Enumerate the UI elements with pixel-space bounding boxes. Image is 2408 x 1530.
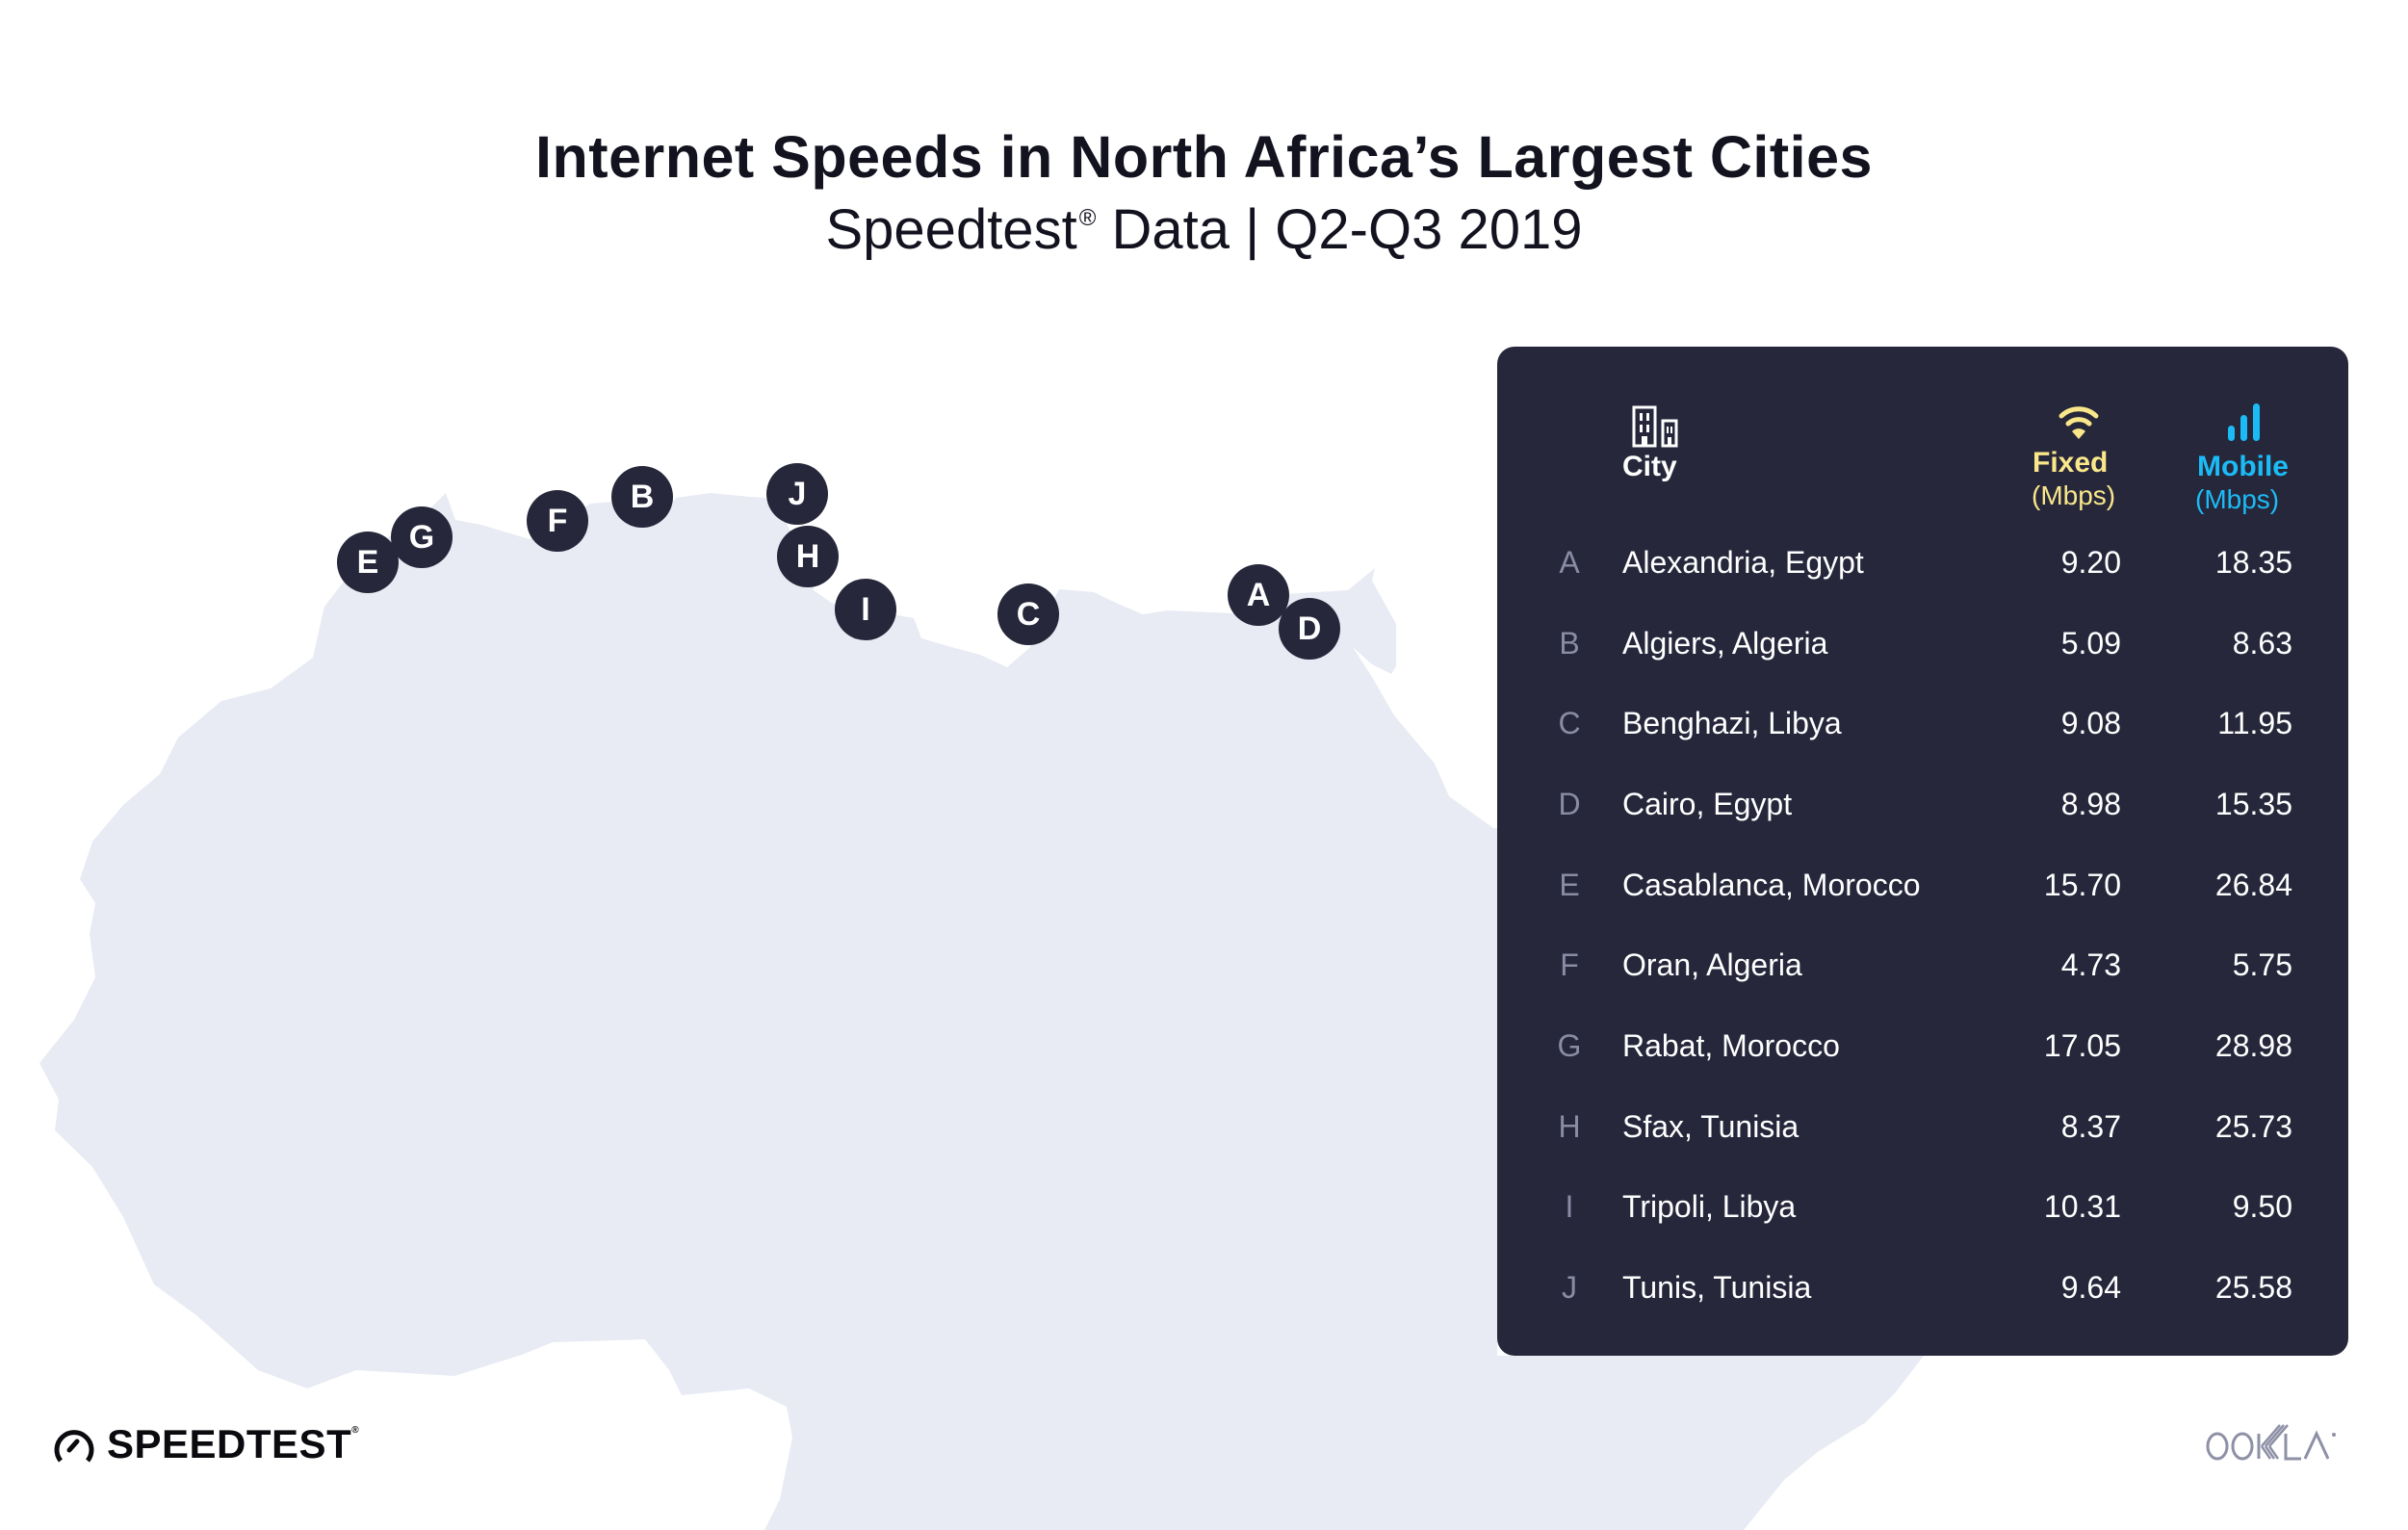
- row-mobile-speed: 8.63: [2232, 626, 2292, 661]
- row-fixed-speed: 9.20: [2060, 545, 2121, 580]
- fixed-unit-label: (Mbps): [2032, 480, 2116, 510]
- africa-landmass: [39, 493, 1924, 1530]
- table-row: D Cairo, Egypt 8.98 15.35: [1497, 787, 2348, 825]
- map-marker-g[interactable]: G: [391, 506, 453, 568]
- speedtest-registered-mark: ®: [351, 1425, 360, 1436]
- row-mobile-speed: 25.58: [2214, 1270, 2292, 1305]
- speedtest-logo: SPEEDTEST®: [53, 1421, 359, 1467]
- table-row: A Alexandria, Egypt 9.20 18.35: [1497, 545, 2348, 583]
- city-column-header: City: [1622, 451, 1677, 482]
- row-letter: F: [1560, 947, 1579, 982]
- row-mobile-speed: 26.84: [2214, 868, 2292, 902]
- row-city: Alexandria, Egypt: [1622, 545, 1864, 580]
- map-marker-i[interactable]: I: [835, 579, 896, 640]
- map-marker-a[interactable]: A: [1228, 564, 1289, 626]
- row-city: Algiers, Algeria: [1622, 626, 1828, 661]
- registered-mark: ®: [1078, 205, 1097, 231]
- map-marker-c[interactable]: C: [997, 583, 1059, 645]
- subtitle-suffix: Data | Q2-Q3 2019: [1096, 198, 1583, 261]
- speeds-table-panel: City Fixed (Mbps) Mobile (Mbps) A Alexan…: [1497, 347, 2348, 1356]
- row-letter: A: [1559, 545, 1580, 580]
- speedtest-wordmark: SPEEDTEST®: [107, 1421, 359, 1467]
- row-city: Rabat, Morocco: [1622, 1028, 1840, 1063]
- row-fixed-speed: 9.64: [2060, 1270, 2121, 1305]
- row-letter: G: [1557, 1028, 1582, 1063]
- row-mobile-speed: 5.75: [2232, 947, 2292, 982]
- ookla-logo: [2206, 1424, 2336, 1461]
- row-letter: C: [1558, 706, 1581, 740]
- fixed-column-header: Fixed: [2033, 447, 2109, 479]
- row-mobile-speed: 18.35: [2214, 545, 2292, 580]
- row-fixed-speed: 9.08: [2060, 706, 2121, 740]
- map-marker-e[interactable]: E: [337, 532, 399, 593]
- buildings-icon: [1632, 405, 1678, 448]
- row-mobile-speed: 11.95: [2217, 706, 2292, 740]
- table-row: F Oran, Algeria 4.73 5.75: [1497, 947, 2348, 986]
- row-fixed-speed: 4.73: [2060, 947, 2121, 982]
- page-title: Internet Speeds in North Africa’s Larges…: [535, 124, 1873, 190]
- map-marker-j[interactable]: J: [766, 463, 828, 525]
- row-fixed-speed: 17.05: [2043, 1028, 2121, 1063]
- row-letter: D: [1558, 787, 1581, 821]
- speedometer-icon: [54, 1430, 94, 1463]
- speedtest-wordmark-text: SPEEDTEST: [107, 1421, 352, 1466]
- row-city: Cairo, Egypt: [1622, 787, 1793, 821]
- row-fixed-speed: 10.31: [2043, 1189, 2121, 1224]
- map-marker-h[interactable]: H: [777, 526, 839, 587]
- row-mobile-speed: 9.50: [2232, 1189, 2292, 1224]
- row-city: Sfax, Tunisia: [1622, 1109, 1800, 1144]
- table-row: B Algiers, Algeria 5.09 8.63: [1497, 626, 2348, 664]
- row-letter: B: [1559, 626, 1580, 661]
- table-row: E Casablanca, Morocco 15.70 26.84: [1497, 868, 2348, 906]
- row-city: Benghazi, Libya: [1622, 706, 1842, 740]
- row-mobile-speed: 28.98: [2214, 1028, 2292, 1063]
- row-letter: E: [1559, 868, 1580, 902]
- map-marker-b[interactable]: B: [611, 466, 673, 528]
- row-mobile-speed: 25.73: [2214, 1109, 2292, 1144]
- mobile-column-header: Mobile: [2197, 451, 2289, 482]
- row-mobile-speed: 15.35: [2214, 787, 2292, 821]
- row-fixed-speed: 8.37: [2060, 1109, 2121, 1144]
- page-subtitle: Speedtest® Data | Q2-Q3 2019: [0, 197, 2408, 262]
- table-row: H Sfax, Tunisia 8.37 25.73: [1497, 1109, 2348, 1148]
- table-row: J Tunis, Tunisia 9.64 25.58: [1497, 1270, 2348, 1309]
- wifi-icon: [2058, 406, 2099, 439]
- row-city: Oran, Algeria: [1622, 947, 1802, 982]
- map-marker-f[interactable]: F: [527, 490, 588, 552]
- row-fixed-speed: 15.70: [2043, 868, 2121, 902]
- mobile-unit-label: (Mbps): [2195, 484, 2280, 514]
- row-letter: J: [1562, 1270, 1577, 1305]
- row-fixed-speed: 8.98: [2060, 787, 2121, 821]
- row-letter: I: [1565, 1189, 1574, 1224]
- signal-bars-icon: [2228, 403, 2260, 441]
- row-city: Tunis, Tunisia: [1622, 1270, 1812, 1305]
- row-city: Casablanca, Morocco: [1622, 868, 1921, 902]
- row-letter: H: [1558, 1109, 1581, 1144]
- table-row: C Benghazi, Libya 9.08 11.95: [1497, 706, 2348, 744]
- table-row: G Rabat, Morocco 17.05 28.98: [1497, 1028, 2348, 1067]
- row-fixed-speed: 5.09: [2060, 626, 2121, 661]
- map-marker-d[interactable]: D: [1279, 598, 1340, 660]
- subtitle-prefix: Speedtest: [825, 198, 1077, 261]
- row-city: Tripoli, Libya: [1622, 1189, 1797, 1224]
- table-row: I Tripoli, Libya 10.31 9.50: [1497, 1189, 2348, 1228]
